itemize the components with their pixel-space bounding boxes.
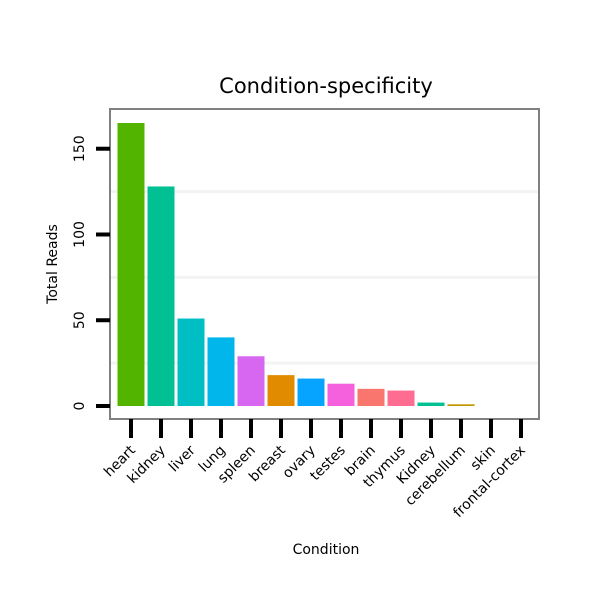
bar-kidney	[417, 402, 445, 406]
bar-liver	[177, 318, 205, 406]
bar-heart	[117, 123, 145, 406]
x-axis: heartkidneyliverlungspleenbreastovarytes…	[101, 419, 529, 521]
x-axis-label: Condition	[293, 542, 360, 558]
y-axis: 0 50 100 150	[72, 135, 110, 410]
y-tick-label: 50	[72, 311, 88, 329]
plot-frame	[109, 108, 540, 420]
y-tick-label: 0	[72, 402, 88, 411]
chart-title: Condition-specificity	[219, 74, 433, 98]
bar-brain	[357, 388, 385, 406]
bar-ovary	[297, 378, 325, 406]
y-tick-label: 150	[72, 135, 88, 162]
bar-cerebellum	[447, 404, 475, 406]
bars	[117, 123, 475, 406]
y-tick-label: 100	[72, 221, 88, 248]
bar-kidney	[147, 186, 175, 406]
bar-spleen	[237, 356, 265, 406]
bar-testes	[327, 383, 355, 406]
bar-lung	[207, 337, 235, 406]
bar-breast	[267, 375, 295, 406]
x-tick-label: liver	[166, 442, 199, 475]
y-axis-label: Total Reads	[45, 224, 61, 305]
bar-thymus	[387, 390, 415, 406]
